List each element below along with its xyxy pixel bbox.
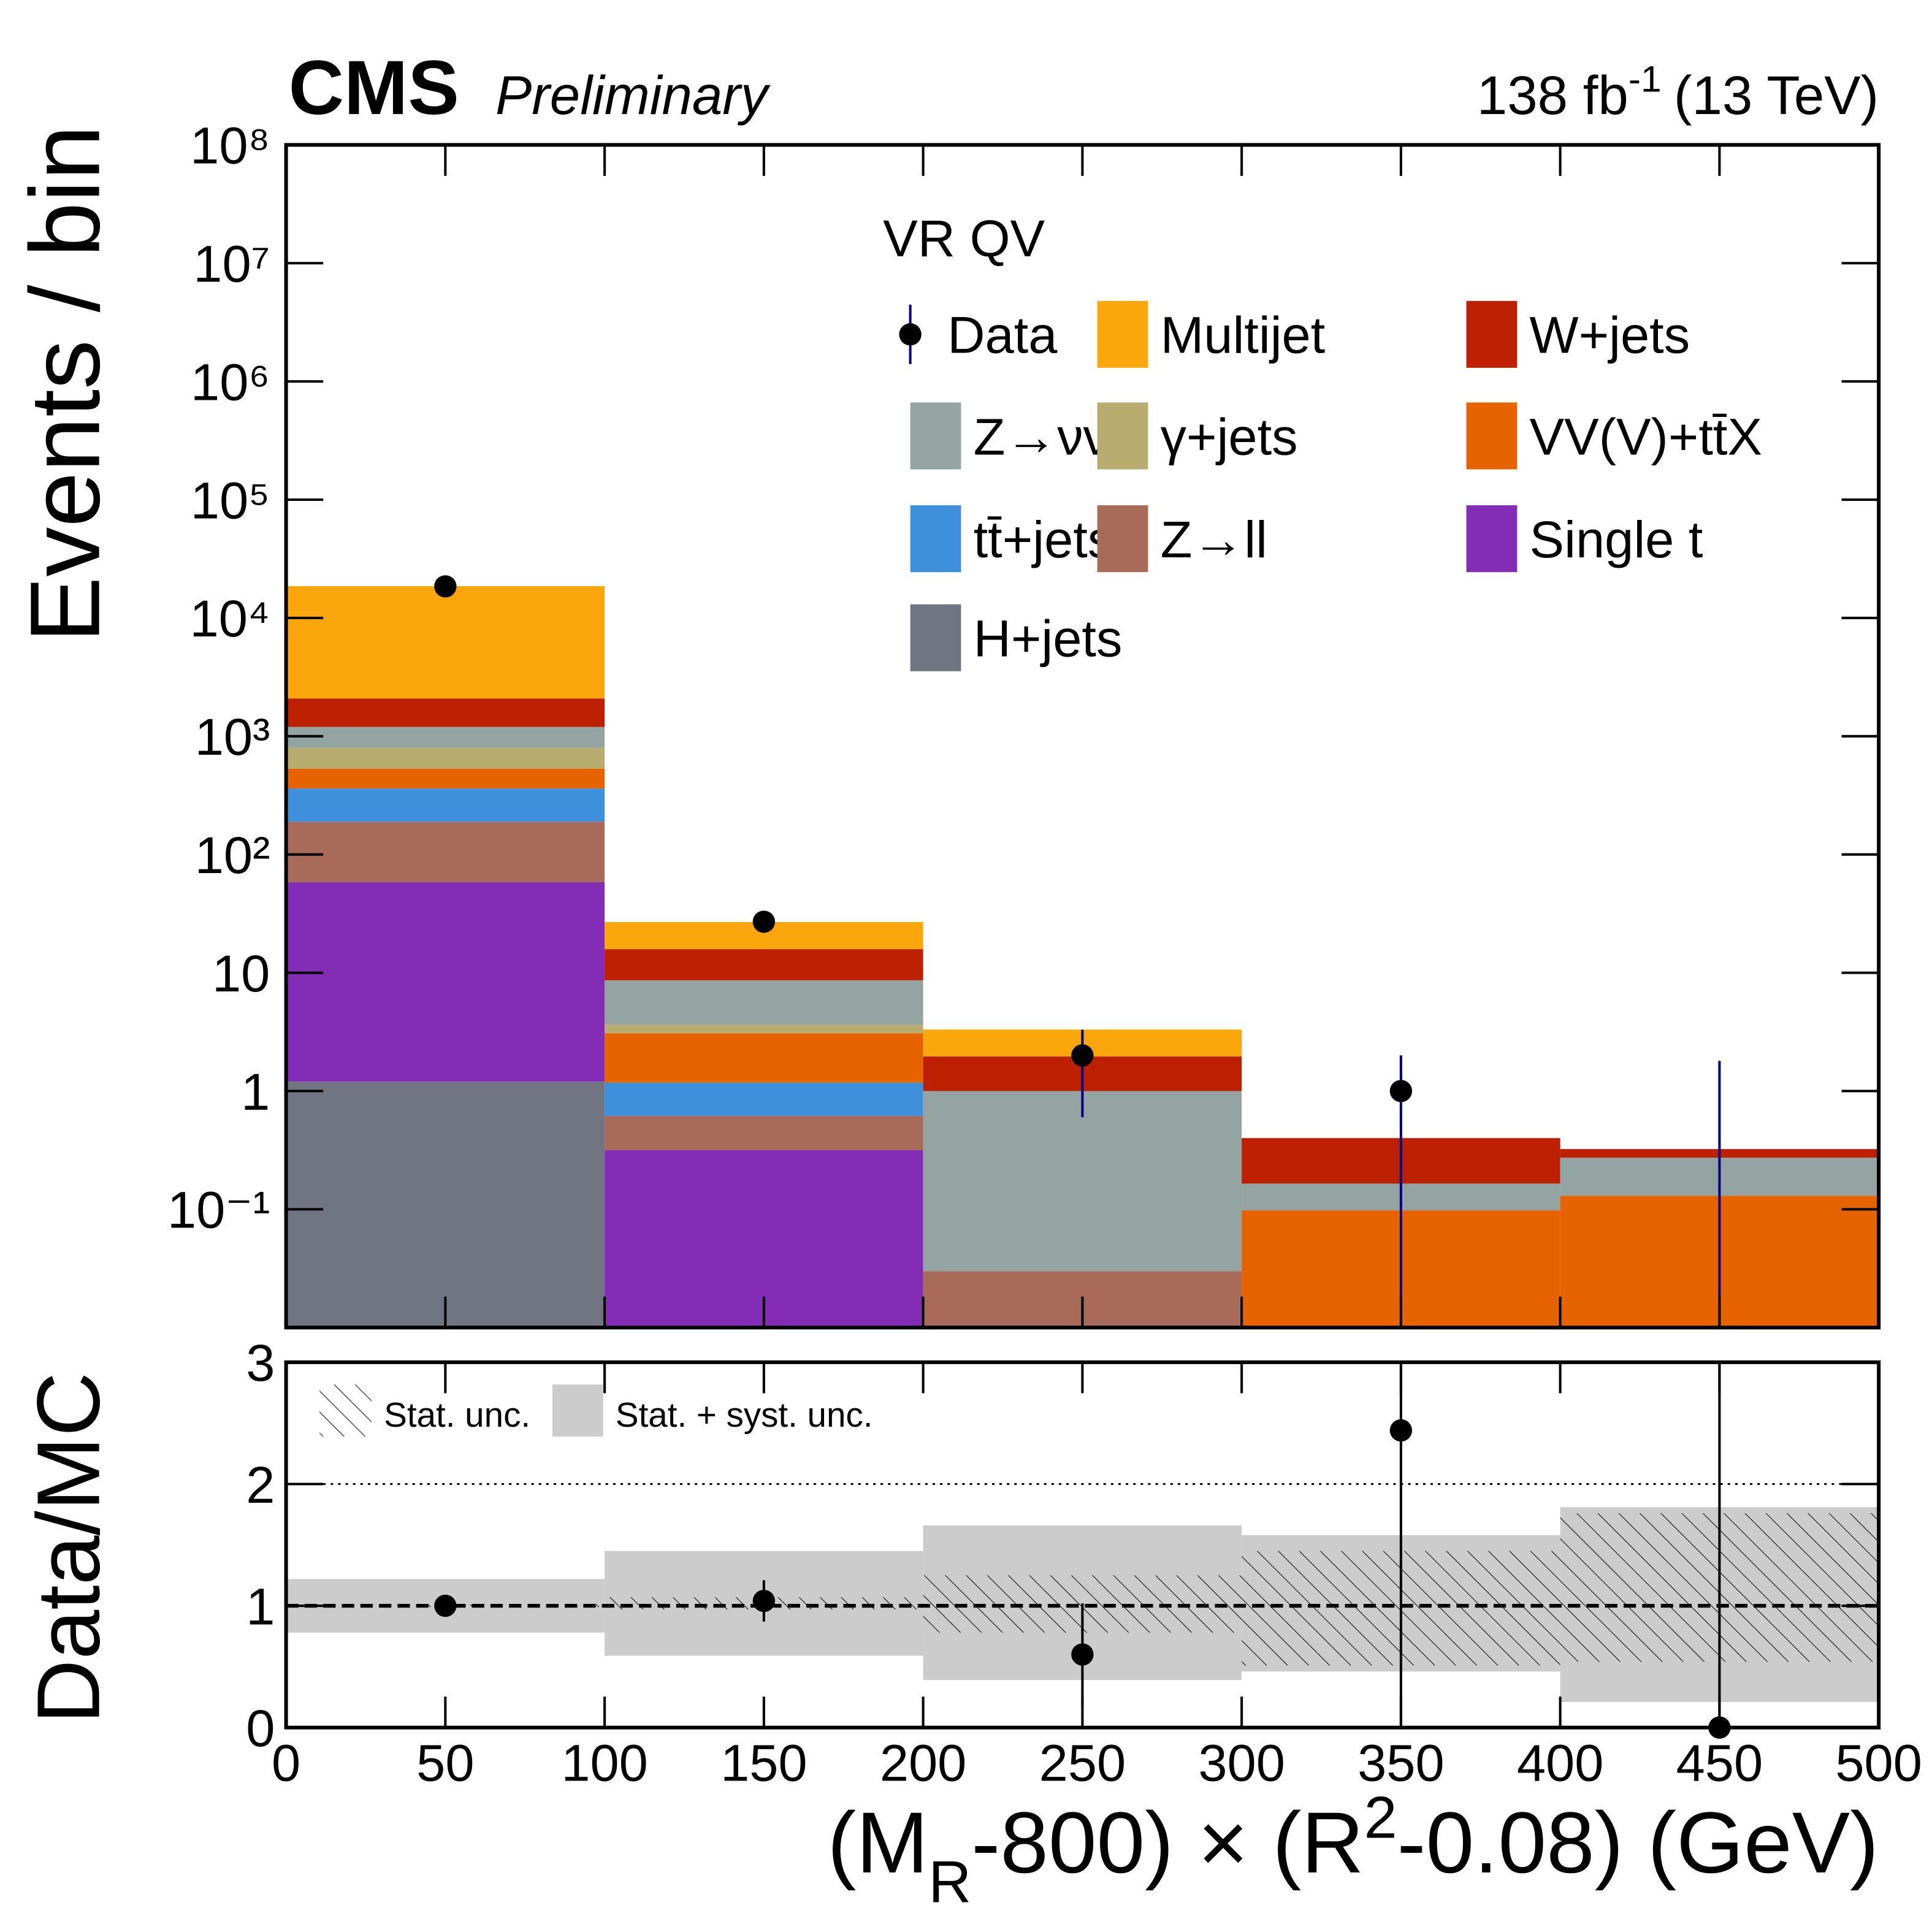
ratio-y-tick-label: 2 [246,1456,275,1514]
stack-segment [605,949,923,980]
legend-marker [899,323,922,346]
legend-swatch [552,1384,603,1437]
data-point [1389,1080,1413,1102]
x-tick-label: 250 [1039,1734,1126,1792]
data-point [752,910,776,933]
legend-swatch [1097,402,1148,470]
legend-label: γ+jets [1161,407,1298,465]
ratio-plot [286,1362,1879,1728]
y-tick-label: 10³ [195,708,270,766]
region: VR QV [883,209,1045,267]
legend-label: VV(V)+tt̄X [1530,407,1763,465]
experiment: CMS [289,45,459,131]
ratio-point [434,1594,457,1617]
ratio-point [1071,1643,1094,1666]
stack-segment [286,727,605,748]
y-tick-label: 10⁻¹ [167,1181,270,1239]
x-tick-label: 300 [1198,1734,1285,1792]
legend-label: Data [947,306,1058,364]
stack-segment [286,698,605,727]
data-point [434,575,457,598]
ratio-y-tick-label: 0 [246,1699,275,1757]
lumi: 138 fb-1 (13 TeV) [1477,58,1879,125]
stack-segment [286,586,605,699]
stack-segment [923,1091,1242,1272]
y-tick-label: 10⁶ [191,353,270,411]
stack-segment [605,1116,923,1151]
legend-swatch [1097,505,1148,573]
lumi-energy: (13 TeV) [1674,65,1879,126]
legend-swatch [1097,300,1148,368]
stack-segment [286,822,605,883]
legend-label: tt̄+jets [974,510,1114,568]
legend-label: Multijet [1161,306,1326,364]
x-tick-label: 0 [272,1734,300,1792]
y-tick-label: 10⁴ [190,589,270,647]
ratio-point [752,1589,776,1612]
ratio-y-tick-label: 3 [246,1334,275,1392]
x-tick-label: 50 [416,1734,474,1792]
main-plot [286,575,1879,1328]
stack-segment [286,788,605,822]
lumi-sup: -1 [1628,58,1662,99]
stack-segment [605,1025,923,1034]
stack-segment [605,1033,923,1083]
x-tick-label: 450 [1676,1734,1763,1792]
x-title-part: -800) × (R [971,1794,1364,1891]
stack-segment [286,882,605,1082]
legend-label: H+jets [974,609,1123,668]
legend-label: W+jets [1530,306,1690,364]
stack-segment [286,768,605,789]
legend-swatch [1466,300,1518,368]
legend-label: Single t [1530,510,1703,568]
stack-segment [605,980,923,1025]
x-tick-label: 350 [1357,1734,1445,1792]
y-axis-title: Events / bin [10,125,121,643]
x-tick-label: 200 [880,1734,967,1792]
legend-swatch [1466,505,1518,573]
stack-segment [605,1082,923,1116]
legend-label: Stat. + syst. unc. [616,1395,873,1434]
ratio-point [1389,1419,1413,1442]
legend-swatch [1466,402,1518,470]
legend-swatch [910,505,961,573]
legend-label: Z→νν [974,407,1109,465]
y-tick-label: 10⁸ [190,116,270,175]
legend-swatch [910,402,961,470]
stack-segment [286,747,605,769]
data-point [1071,1044,1094,1067]
y-tick-label: 10⁵ [191,471,270,529]
x-axis-title: (MR-800) × (R2-0.08) (GeV) [827,1784,1879,1908]
ratio-y-tick-label: 1 [246,1577,275,1635]
x-tick-label: 400 [1517,1734,1604,1792]
y-tick-label: 10² [195,826,270,884]
legend-swatch [910,604,961,671]
y-tick-label: 1 [241,1063,270,1121]
legend-label: Z→ll [1161,510,1267,568]
x-tick-label: 150 [720,1734,808,1792]
x-tick-label: 500 [1835,1734,1922,1792]
legend-swatch [319,1384,372,1437]
x-tick-label: 100 [561,1734,648,1792]
y-tick-label: 10⁷ [193,235,270,293]
x-title-part: (M [827,1794,928,1891]
stack-segment [286,1082,605,1328]
lumi-text: 138 fb [1477,65,1628,126]
x-title-sup: 2 [1364,1784,1397,1850]
y-tick-label: 10 [212,944,270,1002]
status: Preliminary [495,65,771,126]
ratio-y-axis-title: Data/MC [18,1372,118,1724]
x-title-part: -0.08) (GeV) [1397,1794,1879,1891]
legend-label: Stat. unc. [384,1395,530,1434]
x-title-sub: R [928,1849,971,1908]
